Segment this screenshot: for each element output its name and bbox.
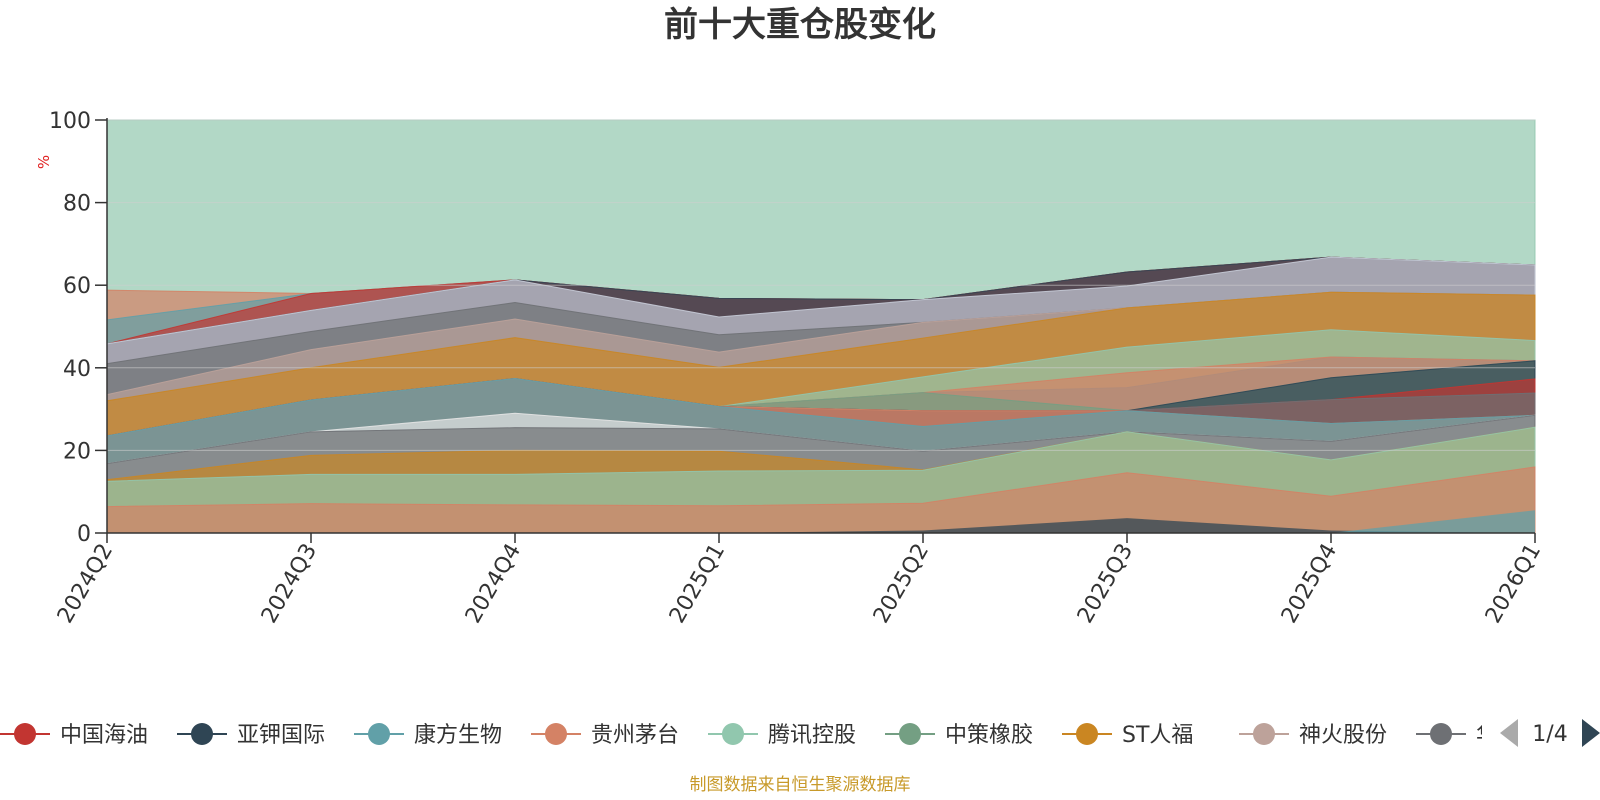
y-tick-label: 20 [63, 439, 91, 464]
legend-item[interactable]: 中国海油 [0, 723, 148, 748]
x-tick-label: 2026Q1 [1481, 540, 1546, 628]
legend-marker-icon [722, 723, 744, 745]
legend-pager: 1/4 [1500, 719, 1600, 747]
x-tick-label: 2024Q4 [461, 540, 526, 628]
x-tick-label: 2025Q1 [665, 540, 730, 628]
legend-label: 贵州茅台 [591, 723, 679, 748]
overlay-area-0 [107, 518, 1535, 533]
overlay-area-1 [107, 510, 1535, 533]
legend-item[interactable]: 中策橡胶 [885, 723, 1033, 748]
legend-marker-icon [899, 723, 921, 745]
legend-marker-icon [545, 723, 567, 745]
legend-item[interactable]: 亚钾国际 [177, 723, 325, 748]
legend-item[interactable]: 贵州茅台 [531, 723, 679, 748]
y-tick-label: 0 [77, 522, 91, 547]
x-tick-label: 2024Q2 [53, 540, 118, 628]
legend-next-arrow-icon[interactable] [1582, 719, 1600, 747]
legend-marker-icon [191, 723, 213, 745]
legend-label: 中国海油 [60, 723, 148, 748]
legend-item[interactable]: 华 [1416, 723, 1498, 748]
x-tick-label: 2025Q4 [1277, 540, 1342, 628]
legend-item[interactable]: 神火股份 [1239, 723, 1387, 748]
x-tick-label: 2024Q3 [257, 540, 322, 628]
y-tick-label: 100 [49, 109, 91, 134]
y-axis: 0 20 40 60 80 100 [49, 109, 108, 547]
plot-area [106, 119, 1536, 534]
legend-label: 康方生物 [414, 723, 502, 748]
legend-marker-icon [1430, 723, 1452, 745]
legend-prev-arrow-icon[interactable] [1500, 719, 1518, 747]
area-layer-0 [106, 466, 1536, 534]
y-tick-label: 60 [63, 274, 91, 299]
legend: 中国海油 亚钾国际 康方生物 贵州茅台 腾讯控股 中策橡胶 ST人福 神火股份 华 [0, 723, 1498, 748]
legend-label: 亚钾国际 [237, 723, 325, 748]
legend-marker-icon [368, 723, 390, 745]
x-axis: 2024Q2 2024Q3 2024Q4 2025Q1 2025Q2 2025Q3 2025… [53, 532, 1546, 628]
x-tick-label: 2025Q2 [869, 540, 934, 628]
legend-label: 腾讯控股 [768, 723, 856, 748]
legend-item[interactable]: 腾讯控股 [708, 723, 856, 748]
chart-title: 前十大重仓股变化 [664, 5, 936, 45]
legend-label: 华 [1476, 723, 1498, 748]
data-source-footer: 制图数据来自恒生聚源数据库 [690, 775, 911, 795]
legend-label: 中策橡胶 [945, 723, 1033, 748]
y-tick-label: 80 [63, 192, 91, 217]
legend-item[interactable]: ST人福 [1062, 723, 1193, 748]
legend-page-indicator: 1/4 [1532, 722, 1567, 747]
legend-label: ST人福 [1122, 723, 1193, 748]
x-tick-label: 2025Q3 [1073, 540, 1138, 628]
legend-label: 神火股份 [1299, 723, 1387, 748]
legend-marker-icon [1253, 723, 1275, 745]
legend-marker-icon [14, 723, 36, 745]
y-tick-label: 40 [63, 357, 91, 382]
y-axis-label: % [35, 155, 53, 169]
legend-marker-icon [1076, 723, 1098, 745]
legend-item[interactable]: 康方生物 [354, 723, 502, 748]
